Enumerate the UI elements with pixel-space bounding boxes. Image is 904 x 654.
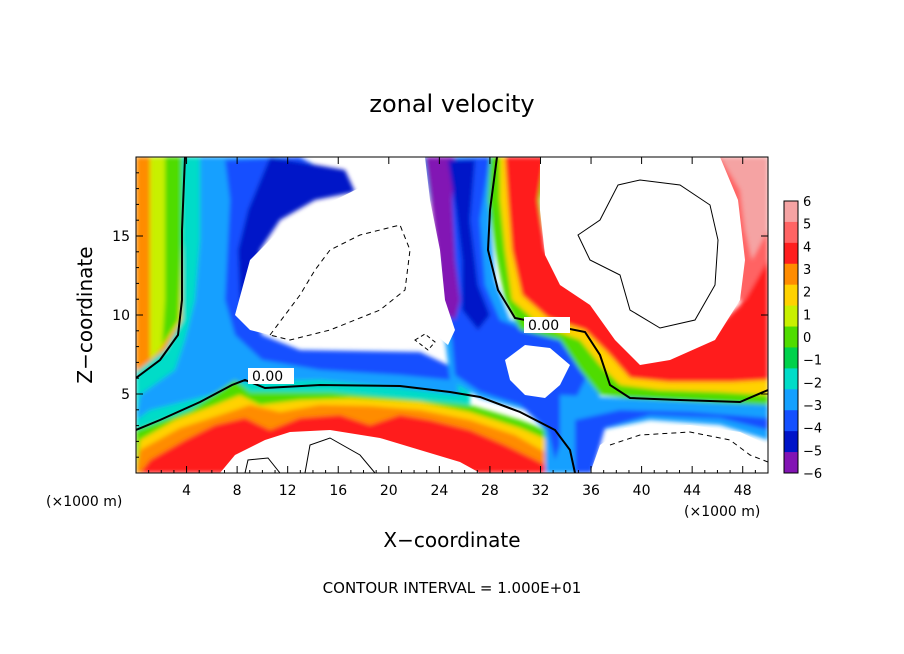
x-tick-label: 4 <box>182 483 191 499</box>
x-tick-label: 12 <box>279 483 297 499</box>
white-region-lower-right <box>590 425 768 473</box>
x-axis-label: X−coordinate <box>383 528 520 552</box>
x-tick-label: 24 <box>430 483 448 499</box>
colorbar-label: −3 <box>803 399 822 414</box>
colorbar-label: 0 <box>803 331 811 346</box>
x-tick-label: 44 <box>683 483 701 499</box>
colorbar-swatch <box>784 410 798 432</box>
chart-title: zonal velocity <box>369 90 534 118</box>
colorbar: 6 5 4 3 2 1 0 −1 −2 −3 −4 −5 −6 <box>783 195 822 482</box>
colorbar-swatch <box>784 368 798 390</box>
y-tick-label: 15 <box>112 229 130 245</box>
colorbar-label: 3 <box>803 263 811 278</box>
colorbar-label: 2 <box>803 286 811 301</box>
contour-label-box-left <box>248 368 294 384</box>
contour-positive-right <box>577 179 719 329</box>
contour-label-left: 0.00 <box>252 369 283 385</box>
y-tick-label: 10 <box>112 308 130 324</box>
colorbar-swatch <box>784 221 798 244</box>
x-tick-label: 16 <box>329 483 347 499</box>
colorbar-swatch <box>784 284 798 307</box>
contour-positive-lower-2 <box>304 437 376 473</box>
colorbar-swatch <box>784 263 798 286</box>
x-tick-label: 8 <box>233 483 242 499</box>
field-shape-center-navy <box>448 160 490 330</box>
x-tick-label: 48 <box>734 483 752 499</box>
colorbar-swatch <box>784 431 798 453</box>
colorbar-label: 6 <box>803 195 811 210</box>
colorbar-frame <box>783 200 799 474</box>
colorbar-label: −2 <box>803 376 822 391</box>
white-region-upper-left <box>235 157 455 345</box>
colorbar-swatch <box>784 305 798 328</box>
contour-zero-left <box>136 157 186 379</box>
contour-negative-small <box>414 333 436 351</box>
colorbar-label: −1 <box>803 354 822 369</box>
field-shape-navy-core <box>238 157 355 325</box>
plot-area: 0.00 0.00 <box>135 156 769 474</box>
y-axis-label: Z−coordinate <box>73 246 97 383</box>
colorbar-label: −4 <box>803 422 822 437</box>
colorbar-label: −5 <box>803 444 822 459</box>
x-axis: 4 8 12 16 20 24 28 32 36 40 44 48 <box>148 157 756 499</box>
white-region-upper-right <box>540 157 745 365</box>
x-tick-label: 36 <box>582 483 600 499</box>
contour-zero-right <box>486 157 768 404</box>
contour-label-box-right <box>524 317 570 333</box>
colorbar-swatch <box>784 389 798 411</box>
contour-interval-note: CONTOUR INTERVAL = 1.000E+01 <box>323 579 582 597</box>
field-shape-blue-band <box>136 157 460 420</box>
white-region-lower-left <box>220 430 480 473</box>
colorbar-swatch <box>784 452 798 474</box>
colorbar-swatch <box>784 326 798 348</box>
y-axis: 5 10 15 <box>112 172 768 458</box>
contour-negative-lower-right <box>609 431 768 463</box>
y-tick-label: 5 <box>121 387 130 403</box>
contour-negative-left <box>269 224 411 341</box>
field-shape-left-green <box>162 157 185 345</box>
colorbar-swatch <box>784 347 798 369</box>
colorbar-label: 5 <box>803 218 811 233</box>
velocity-field: 0.00 0.00 <box>136 157 768 473</box>
colorbar-swatch <box>784 201 798 223</box>
field-shape-center-purple <box>425 157 460 320</box>
colorbar-label: 4 <box>803 240 811 255</box>
field-shape-lower-right-deep-blue <box>575 410 768 473</box>
colorbar-label: 1 <box>803 308 811 323</box>
field-shape-right-edge-pink <box>720 157 768 260</box>
x-tick-label: 40 <box>633 483 651 499</box>
x-tick-label: 28 <box>481 483 499 499</box>
x-unit-right: (×1000 m) <box>684 504 760 520</box>
colorbar-swatch <box>784 242 798 265</box>
colorbar-label: −6 <box>803 467 822 482</box>
x-tick-label: 20 <box>380 483 398 499</box>
contour-label-right: 0.00 <box>528 318 559 334</box>
contour-zero-lower <box>136 378 576 473</box>
contour-positive-lower-1 <box>244 457 281 473</box>
x-unit-left: (×1000 m) <box>46 494 122 510</box>
white-region-center-pocket <box>505 345 570 398</box>
x-tick-label: 32 <box>532 483 550 499</box>
